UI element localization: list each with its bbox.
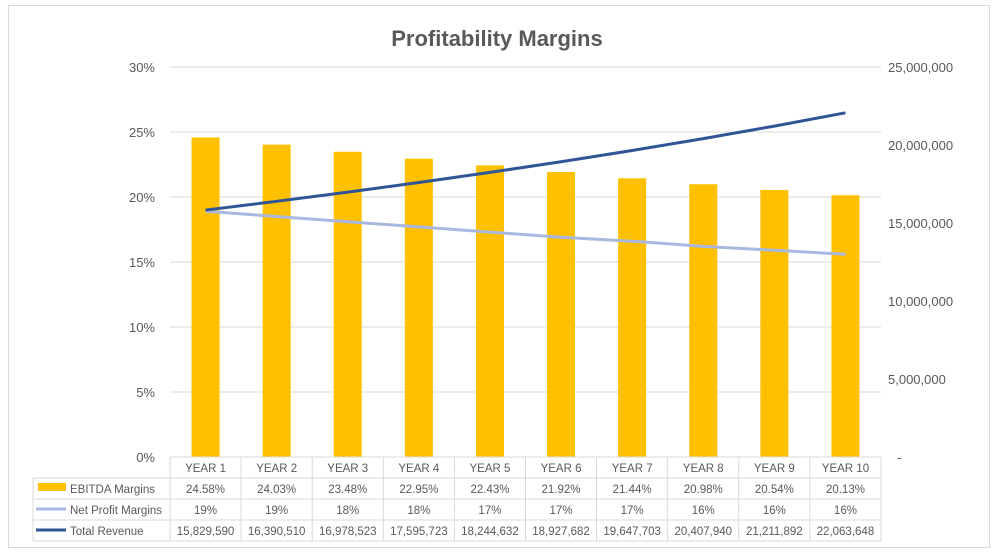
data-table-value: 17,595,723 [390,526,448,538]
left-axis-tick: 25% [129,125,155,140]
data-table-value: 17% [621,505,644,517]
data-table-value: 20.13% [826,484,865,496]
category-label: YEAR 2 [256,463,297,475]
left-axis-tick: 10% [129,320,155,335]
legend-label: Net Profit Margins [70,505,162,517]
data-table-value: 18,927,682 [532,526,590,538]
right-axis-tick: - [897,450,901,465]
category-label: YEAR 8 [683,463,724,475]
right-axis-tick: 10,000,000 [888,294,953,309]
data-table-value: 20.98% [684,484,723,496]
left-axis-tick: 15% [129,255,155,270]
data-table-value: 19,647,703 [603,526,661,538]
data-table-value: 22.95% [399,484,438,496]
legend-key-ebitda-margins [38,483,66,491]
data-table-value: 17% [478,505,501,517]
left-axis-tick: 5% [136,385,155,400]
data-table-value: 22.43% [470,484,509,496]
left-axis-tick: 0% [136,450,155,465]
category-label: YEAR 9 [754,463,795,475]
legend-label: Total Revenue [70,526,144,538]
category-label: YEAR 1 [185,463,226,475]
data-table-value: 16% [692,505,715,517]
data-table-value: 16% [763,505,786,517]
data-table-value: 19% [265,505,288,517]
data-table-value: 15,829,590 [177,526,235,538]
bar-ebitda [191,137,220,457]
chart-title: Profitability Margins [391,26,602,51]
category-label: YEAR 7 [612,463,653,475]
line-total-revenue [205,111,846,212]
bar-ebitda [831,195,860,457]
bar-ebitda [333,151,362,457]
bar-ebitda [618,178,647,457]
bar-ebitda [262,144,291,458]
data-table-value: 18% [407,505,430,517]
category-label: YEAR 10 [822,463,869,475]
right-axis-tick: 25,000,000 [888,60,953,75]
bar-ebitda [547,172,576,458]
data-table-value: 16% [834,505,857,517]
legend-label: EBITDA Margins [70,484,155,496]
data-table-value: 20.54% [755,484,794,496]
data-table-value: 23.48% [328,484,367,496]
data-table-value: 16,390,510 [248,526,306,538]
category-label: YEAR 4 [398,463,440,475]
category-label: YEAR 6 [541,463,582,475]
left-axis-tick: 30% [129,60,155,75]
data-table-value: 19% [194,505,217,517]
data-table-value: 16,978,523 [319,526,377,538]
data-table-value: 24.58% [186,484,225,496]
category-label: YEAR 3 [327,463,368,475]
chart-frame [8,5,990,548]
data-table-value: 20,407,940 [674,526,732,538]
bar-ebitda [404,158,433,457]
data-table-value: 21.44% [613,484,652,496]
right-axis-tick: 20,000,000 [888,138,953,153]
right-axis-tick: 5,000,000 [888,372,946,387]
data-table-value: 17% [550,505,573,517]
data-table-value: 18,244,632 [461,526,519,538]
bar-ebitda [689,184,718,457]
bar-ebitda [475,165,504,457]
data-table-value: 24.03% [257,484,296,496]
data-table-value: 21,211,892 [746,526,803,538]
category-label: YEAR 5 [469,463,510,475]
data-table-value: 22,063,648 [817,526,875,538]
left-axis-tick: 20% [129,190,155,205]
right-axis-tick: 15,000,000 [888,216,953,231]
data-table-value: 18% [336,505,359,517]
bar-ebitda [760,189,789,458]
data-table-value: 21.92% [542,484,581,496]
line-net-profit-margins [205,209,846,256]
